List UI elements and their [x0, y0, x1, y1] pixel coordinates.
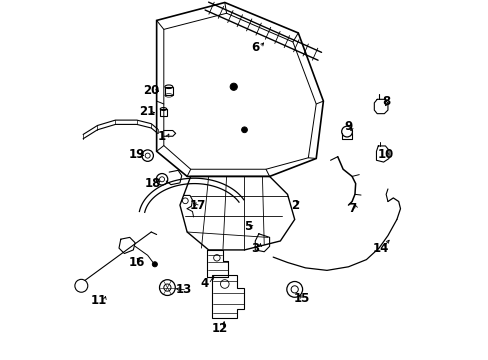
Circle shape [241, 127, 247, 133]
Text: 11: 11 [91, 294, 107, 307]
Text: 7: 7 [347, 202, 355, 215]
Text: 14: 14 [372, 242, 388, 255]
Text: 18: 18 [144, 177, 161, 190]
Circle shape [230, 83, 237, 90]
Text: 12: 12 [211, 322, 227, 335]
Text: 3: 3 [251, 242, 259, 255]
Text: 15: 15 [293, 292, 309, 305]
Text: 9: 9 [344, 120, 352, 133]
Text: 10: 10 [377, 148, 393, 161]
Text: 19: 19 [128, 148, 145, 161]
Circle shape [152, 262, 157, 267]
Text: 16: 16 [128, 256, 145, 269]
Text: 4: 4 [201, 278, 209, 291]
Text: 6: 6 [251, 41, 259, 54]
Text: 20: 20 [143, 84, 159, 97]
Text: 13: 13 [175, 283, 191, 296]
Text: 21: 21 [139, 105, 156, 118]
Text: 8: 8 [381, 95, 389, 108]
Text: 5: 5 [244, 220, 252, 233]
Text: 2: 2 [290, 199, 298, 212]
Text: 17: 17 [189, 199, 205, 212]
Text: 1: 1 [158, 130, 166, 144]
